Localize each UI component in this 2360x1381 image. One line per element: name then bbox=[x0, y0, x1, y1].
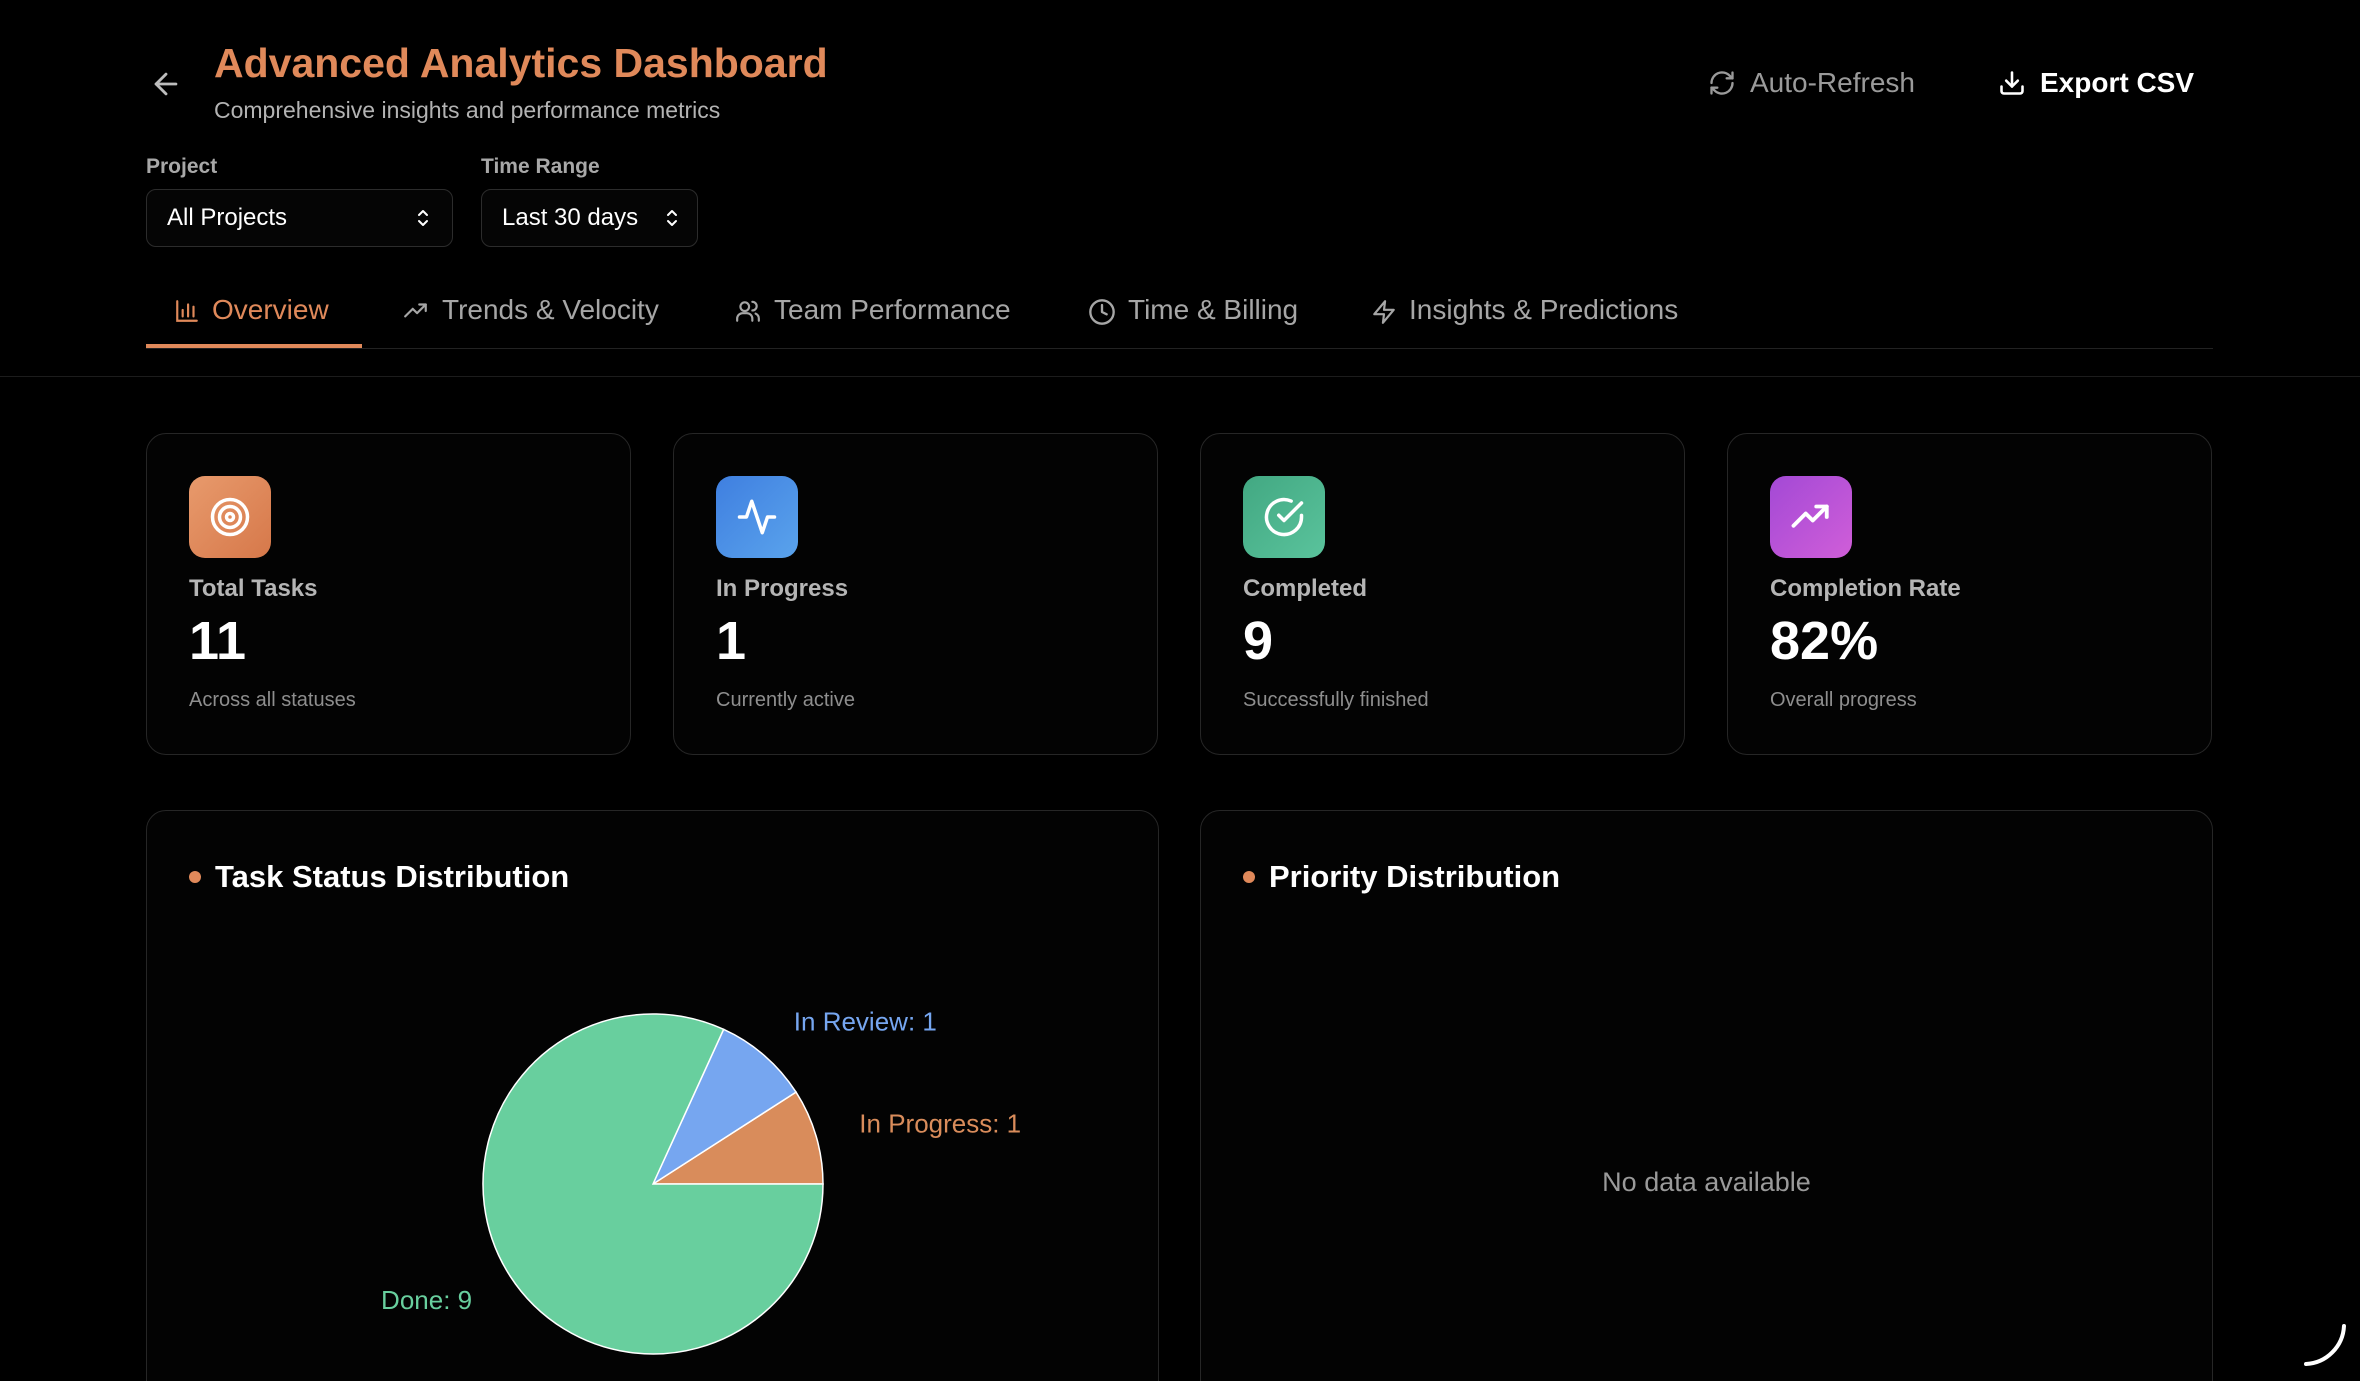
chevron-up-down-icon bbox=[418, 210, 428, 226]
tab-overview[interactable]: Overview bbox=[146, 290, 362, 348]
panel-title: Priority Distribution bbox=[1243, 859, 1560, 895]
panel-title: Task Status Distribution bbox=[189, 859, 569, 895]
priority-panel: Priority Distribution No data available bbox=[1200, 810, 2213, 1381]
pie-slice-label: In Progress: 1 bbox=[859, 1108, 1021, 1138]
stat-icon-box bbox=[716, 476, 798, 558]
tab-trends-velocity[interactable]: Trends & Velocity bbox=[402, 290, 659, 348]
stat-description: Overall progress bbox=[1770, 689, 1917, 711]
tab-label: Team Performance bbox=[774, 294, 1011, 325]
stat-value: 1 bbox=[716, 611, 747, 671]
tab-label: Overview bbox=[212, 294, 329, 325]
check-circle-icon bbox=[1264, 497, 1304, 537]
pie-slice-done bbox=[482, 1013, 824, 1355]
stat-label: In Progress bbox=[716, 575, 849, 602]
chevron-up-down-icon bbox=[667, 210, 677, 226]
page-subtitle: Comprehensive insights and performance m… bbox=[214, 97, 721, 123]
stat-label: Completion Rate bbox=[1770, 575, 1961, 602]
stat-card-completed: Completed 9 Successfully finished bbox=[1200, 433, 1685, 755]
pie-slice-label: Done: 9 bbox=[381, 1285, 472, 1315]
stat-value: 82% bbox=[1770, 611, 1879, 671]
auto-refresh-button[interactable]: Auto-Refresh bbox=[1708, 62, 1915, 104]
stat-card-completion-rate: Completion Rate 82% Overall progress bbox=[1727, 433, 2212, 755]
trending-up-icon bbox=[1791, 504, 1829, 528]
bar-chart-icon bbox=[176, 300, 198, 322]
refresh-icon bbox=[1710, 71, 1734, 95]
task-status-pie-chart: In Progress: 1 In Review: 1 Done: 9 bbox=[381, 1007, 1021, 1355]
users-icon bbox=[736, 300, 760, 322]
pie-slice-in-review bbox=[651, 1028, 798, 1187]
stat-label: Completed bbox=[1243, 575, 1368, 602]
stat-icon-box bbox=[189, 476, 271, 558]
stat-icon-box bbox=[1243, 476, 1325, 558]
panel-title-text: Task Status Distribution bbox=[215, 859, 570, 894]
time-range-filter-label: Time Range bbox=[481, 155, 600, 178]
page-title: Advanced Analytics Dashboard bbox=[214, 40, 828, 86]
stat-card-in-progress: In Progress 1 Currently active bbox=[673, 433, 1158, 755]
zap-icon bbox=[1373, 300, 1395, 324]
stat-description: Across all statuses bbox=[189, 689, 356, 711]
pie-slice-in-progress bbox=[650, 1091, 824, 1185]
tab-time-billing[interactable]: Time & Billing bbox=[1088, 290, 1298, 348]
auto-refresh-label: Auto-Refresh bbox=[1750, 67, 1915, 98]
stat-description: Currently active bbox=[716, 689, 855, 711]
loading-spinner-icon bbox=[2304, 1324, 2346, 1366]
project-filter-label: Project bbox=[146, 155, 218, 178]
export-csv-button[interactable]: Export CSV bbox=[1998, 62, 2194, 104]
clock-icon bbox=[1089, 299, 1115, 325]
tab-label: Time & Billing bbox=[1128, 294, 1299, 325]
tab-label: Insights & Predictions bbox=[1409, 294, 1679, 325]
accent-dot bbox=[189, 871, 201, 883]
pie-slice-label: In Review: 1 bbox=[794, 1007, 937, 1037]
stat-value: 9 bbox=[1243, 611, 1274, 671]
time-range-select[interactable]: Last 30 days bbox=[481, 189, 698, 247]
activity-icon bbox=[737, 499, 777, 535]
target-icon bbox=[210, 497, 250, 537]
stat-card-total-tasks: Total Tasks 11 Across all statuses bbox=[146, 433, 631, 755]
tab-team-performance[interactable]: Team Performance bbox=[734, 290, 1011, 348]
stat-description: Successfully finished bbox=[1243, 689, 1429, 711]
export-csv-label: Export CSV bbox=[2040, 67, 2195, 98]
project-select[interactable]: All Projects bbox=[146, 189, 453, 247]
project-select-value: All Projects bbox=[167, 204, 288, 231]
stat-icon-box bbox=[1770, 476, 1852, 558]
tab-label: Trends & Velocity bbox=[442, 294, 659, 325]
tab-bar: Overview Trends & Velocity Team Performa… bbox=[146, 290, 2213, 349]
accent-dot bbox=[1243, 871, 1255, 883]
panel-title-text: Priority Distribution bbox=[1269, 859, 1561, 894]
stat-value: 11 bbox=[189, 611, 247, 671]
download-icon bbox=[2000, 71, 2024, 95]
time-range-select-value: Last 30 days bbox=[502, 204, 639, 231]
stat-label: Total Tasks bbox=[189, 575, 318, 602]
header-divider bbox=[0, 376, 2360, 377]
back-button[interactable] bbox=[140, 58, 192, 110]
arrow-left-icon bbox=[154, 72, 178, 96]
empty-state-text: No data available bbox=[1602, 1167, 1811, 1197]
tab-insights-predictions[interactable]: Insights & Predictions bbox=[1371, 290, 1678, 348]
trending-up-icon bbox=[404, 303, 427, 318]
